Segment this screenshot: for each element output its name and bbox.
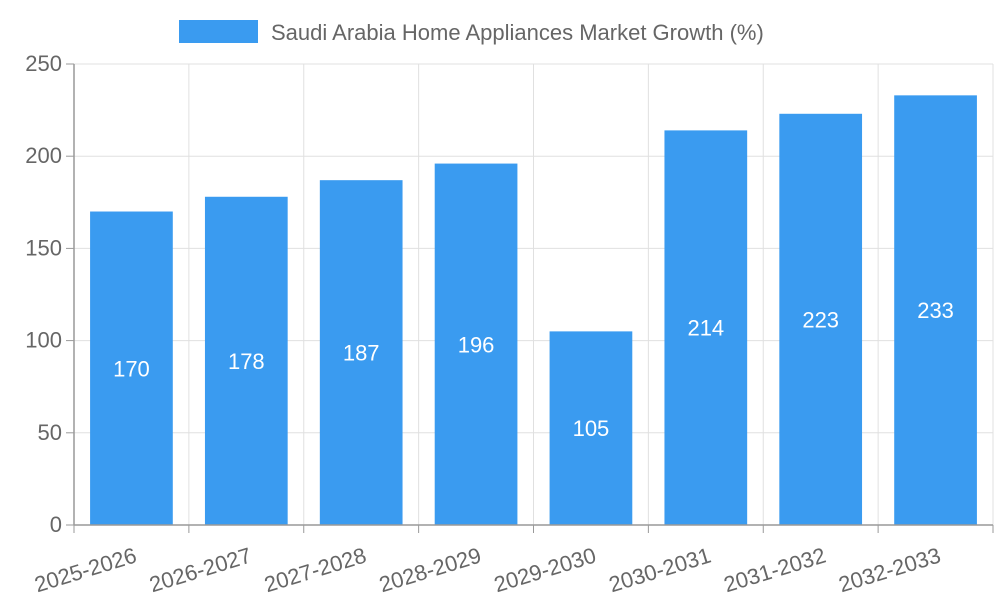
x-axis: 2025-2026 2026-2027 2027-2028 2028-2029 2029… [31,524,994,598]
bar[interactable] [319,180,403,525]
bar-value-label: 196 [458,332,495,357]
x-tick-label: 2027-2028 [261,543,369,598]
data-labels: 170 178 187 196 105 214 223 233 [113,298,954,441]
bar-value-label: 187 [343,341,380,366]
x-tick-label: 2031-2032 [721,543,829,598]
bar-value-label: 170 [113,356,150,381]
bar-value-label: 233 [917,298,954,323]
x-tick-label: 2028-2029 [376,543,484,598]
y-tick-label: 250 [25,51,62,76]
y-tick-label: 200 [25,143,62,168]
legend-label: Saudi Arabia Home Appliances Market Grow… [271,20,764,45]
y-tick-label: 0 [50,512,62,537]
bar[interactable] [549,331,633,525]
x-tick-label: 2030-2031 [606,543,714,598]
bar[interactable] [779,113,863,526]
y-tick-label: 100 [25,328,62,353]
bar-value-label: 178 [228,349,265,374]
bar-value-label: 214 [687,316,724,341]
legend: Saudi Arabia Home Appliances Market Grow… [179,20,764,45]
bar[interactable] [894,95,977,526]
x-tick-label: 2025-2026 [31,543,139,598]
y-tick-label: 150 [25,235,62,260]
x-tick-label: 2026-2027 [146,543,254,598]
bar[interactable] [204,196,288,525]
bar[interactable] [90,211,173,525]
bar[interactable] [434,163,518,526]
bar-value-label: 223 [802,307,839,332]
legend-swatch [179,20,258,43]
y-axis: 0 50 100 150 200 250 [25,51,75,537]
x-tick-label: 2032-2033 [836,543,944,598]
y-tick-label: 50 [38,420,62,445]
bars [90,95,977,526]
bar[interactable] [664,130,748,525]
bar-value-label: 105 [573,416,610,441]
x-tick-label: 2029-2030 [491,543,599,598]
